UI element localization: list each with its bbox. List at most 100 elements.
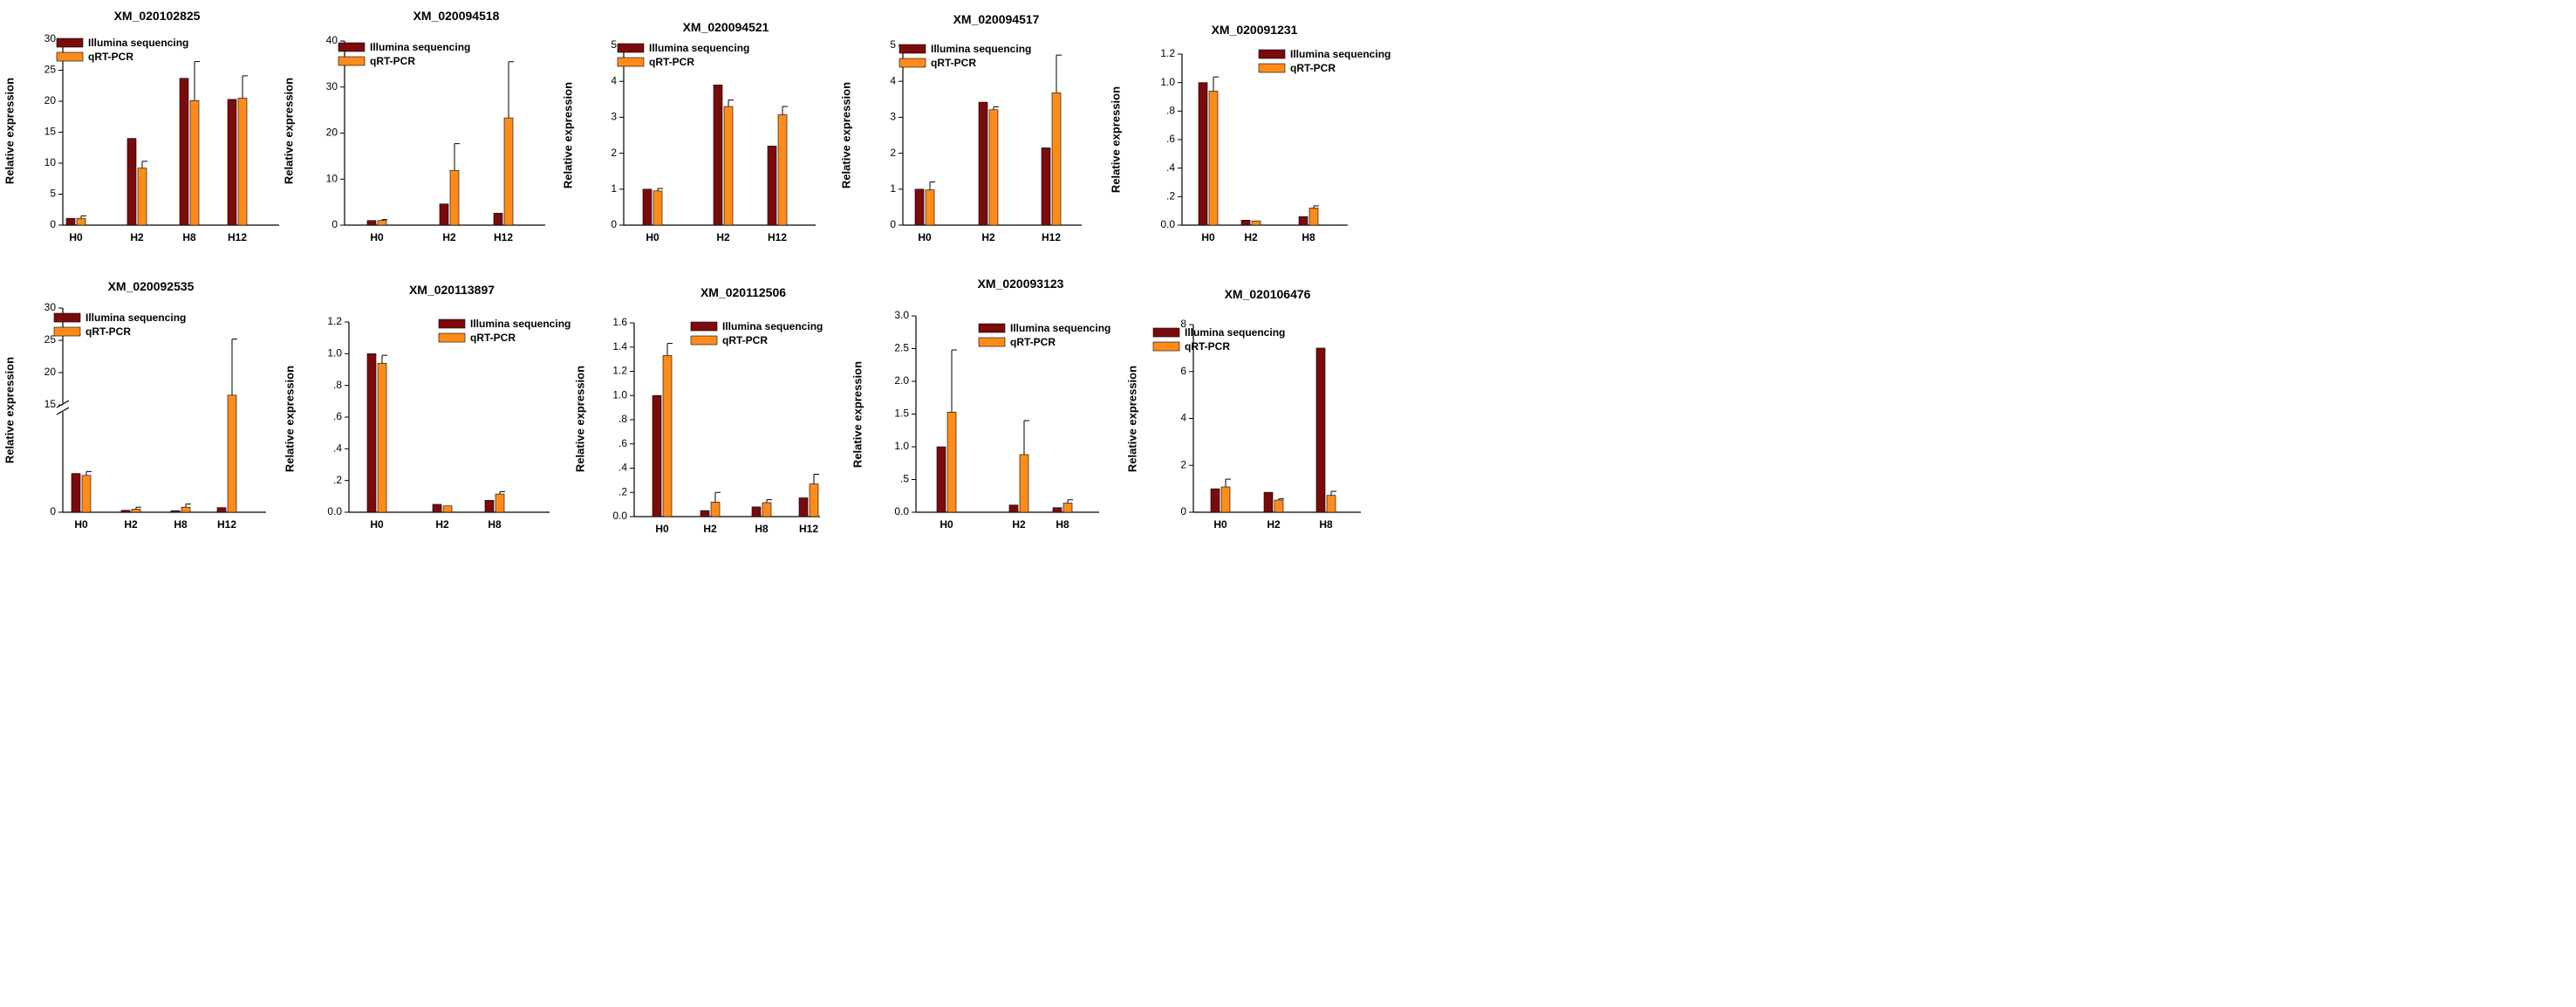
y-tick-label: 2.5 [894,342,909,354]
y-tick-label: 0.0 [1160,218,1175,230]
axis-break-mark [56,407,70,415]
bar-illumina [120,510,131,513]
x-tick-label: H8 [755,523,769,535]
bar-qrtpcr [181,506,191,513]
bar-illumina [652,394,662,517]
y-tick-label: .8 [1166,105,1175,117]
y-tick-label: 30 [326,80,338,92]
legend-swatch-illumina [1152,327,1180,338]
bar-qrtpcr [762,502,772,517]
legend-swatch-illumina [899,44,926,54]
bar-qrtpcr [81,475,92,513]
y-tick-label: .6 [333,410,342,422]
y-tick-label: 30 [44,32,57,45]
chart-panel: XM_020094521 Relative expression 0 1 2 3 4 5 H0 H… [561,20,816,243]
chart-panel: XM_020094517 Relative expression 0 1 2 3 4 5 H0 H… [839,12,1082,243]
chart-panel: XM_020093123 Relative expression 0.0 .5 1.0 1… [851,277,1110,531]
chart-panel: XM_020091231 Relative expression 0.0 .2 .4 .6… [1109,23,1390,243]
bar-illumina [936,446,946,513]
y-axis-label: Relative expression [1125,366,1138,472]
x-tick-label: H8 [1056,518,1069,531]
y-tick-label: 1.2 [327,315,342,327]
y-tick-label: 1.5 [894,408,909,420]
x-tick-label: H8 [1319,518,1333,531]
bar-qrtpcr [946,411,957,513]
y-tick-label: 1.2 [1160,47,1175,59]
x-tick-label: H2 [1267,518,1281,531]
bar-illumina [798,497,809,517]
y-axis-label: Relative expression [561,82,574,188]
chart-title: XM_020094521 [683,20,769,34]
legend-swatch-qrtpcr [690,335,718,346]
x-tick-label: H0 [74,518,88,531]
legend-swatch-qrtpcr [53,326,81,337]
x-tick-label: H12 [228,231,247,243]
bar-illumina [126,138,137,226]
bar-qrtpcr [449,169,460,226]
bar-qrtpcr [925,189,935,226]
legend-label-qrtpcr: qRT-PCR [370,55,415,67]
chart-panel: XM_020092535 Relative expression 0 15 20 25 30… [3,279,266,531]
bar-illumina [1008,504,1019,513]
y-tick-label: .4 [1166,161,1175,174]
bar-qrtpcr [1063,503,1073,513]
legend-swatch-illumina [690,321,718,332]
bar-illumina [1052,507,1063,513]
x-tick-label: H2 [703,523,717,535]
y-tick-label: .2 [618,485,627,497]
bar-illumina [170,510,181,513]
bar-qrtpcr [653,190,663,226]
y-tick-label: 4 [611,74,617,86]
x-tick-label: H12 [494,231,513,243]
y-axis-label: Relative expression [851,361,864,468]
bar-qrtpcr [1220,486,1231,513]
bar-illumina [366,220,377,226]
bar-illumina [767,146,777,226]
bar-qrtpcr [237,98,248,226]
legend-label-illumina: Illumina sequencing [470,318,571,330]
bar-illumina [71,473,81,513]
bar-illumina [1298,216,1308,226]
chart-title: XM_020102825 [114,9,201,23]
legend-label-qrtpcr: qRT-PCR [1010,336,1056,348]
x-tick-label: H8 [1302,231,1315,243]
bar-qrtpcr [1274,499,1284,513]
bar-qrtpcr [1251,220,1261,226]
y-tick-label: 0 [1180,505,1186,517]
chart-panel: XM_020102825 Relative expression 0 5 10 15 20 2… [3,9,279,243]
legend-label-qrtpcr: qRT-PCR [88,51,133,63]
y-tick-label: 3 [890,111,896,123]
legend-swatch-illumina [1258,49,1286,59]
y-tick-label: 8 [1180,318,1186,330]
y-axis-label: Relative expression [1109,86,1122,193]
y-tick-label: 2.0 [894,374,909,387]
x-tick-label: H0 [1201,231,1215,243]
bar-illumina [1240,219,1251,226]
chart-title: XM_020092535 [108,279,195,293]
y-tick-label: 10 [44,156,57,168]
y-tick-label: 15 [44,398,57,410]
chart-title: XM_020091231 [1212,23,1298,37]
bar-illumina [1263,491,1274,513]
y-axis-label: Relative expression [839,82,852,188]
y-tick-label: 2 [890,147,896,159]
y-tick-label: .4 [618,462,627,474]
bar-illumina [1041,147,1051,226]
bar-illumina [914,188,925,226]
legend-swatch-qrtpcr [438,332,466,343]
bar-illumina [700,510,710,517]
y-tick-label: 2 [1180,458,1186,470]
x-tick-label: H12 [1042,231,1061,243]
chart-panel: XM_020094518 Relative expression 0 10 20 30 40… [282,9,545,243]
bar-illumina [751,506,762,517]
x-tick-label: H0 [69,231,83,243]
legend-label-illumina: Illumina sequencing [931,43,1031,55]
bar-qrtpcr [662,355,673,517]
x-tick-label: H12 [799,523,818,535]
bar-qrtpcr [809,483,819,517]
bar-qrtpcr [76,217,86,226]
